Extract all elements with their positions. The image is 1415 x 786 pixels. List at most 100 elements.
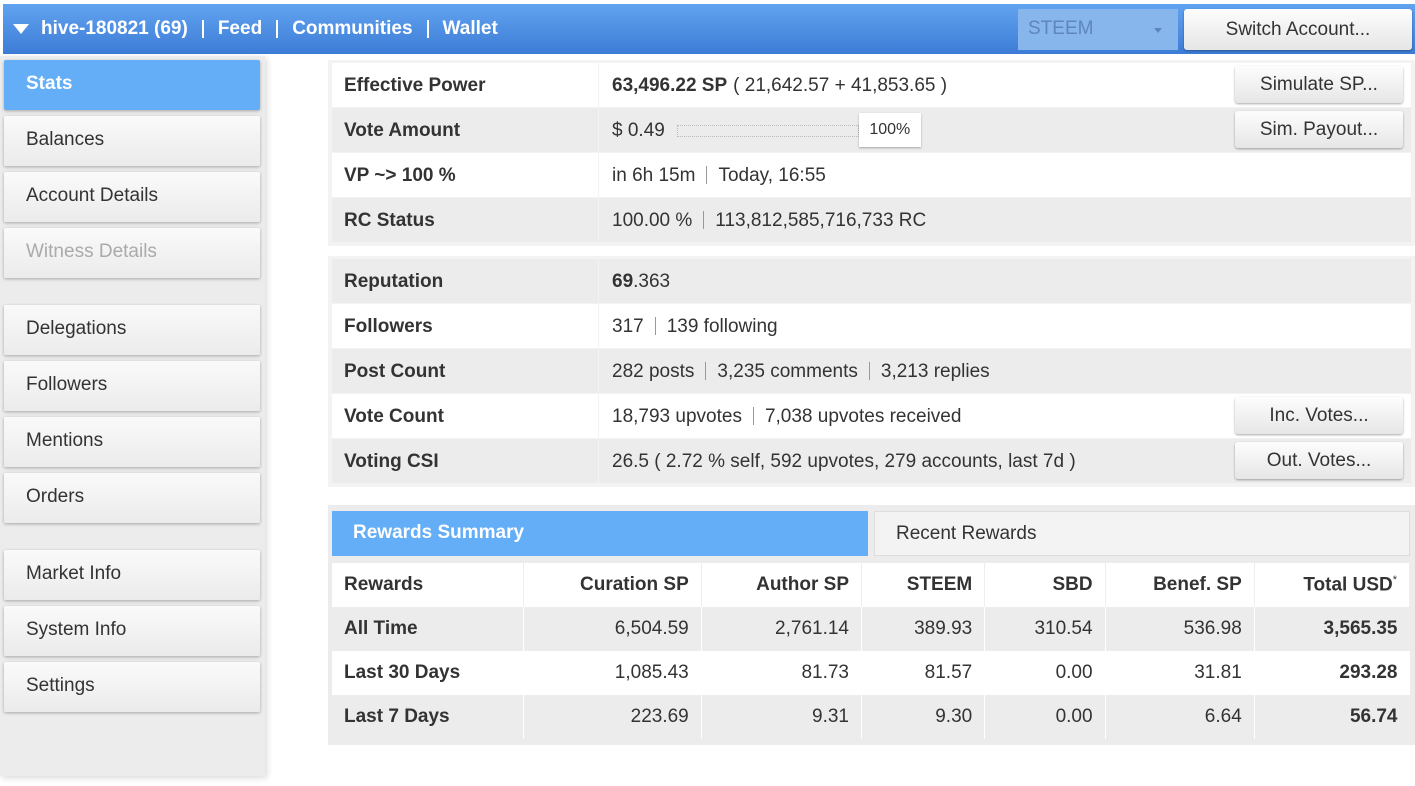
column-header: Curation SP [523,563,702,607]
column-label: Author SP [756,574,849,595]
rewards-table: Rewards Curation SP Author SP STEEM SBD Benef… [332,563,1411,739]
column-label: STEEM [906,574,973,595]
value-part: 282 posts [612,361,695,382]
value-suffix: .363 [633,271,671,292]
column-header: STEEM [861,563,986,607]
period: Last 30 Days [332,651,525,695]
reward-value: 536.98 [1105,607,1255,651]
reward-value: 389.93 [861,607,986,651]
value-strong: 69 [612,271,634,292]
reward-value: 0.00 [984,651,1106,695]
stats-label: VP ~> 100 % [332,153,598,197]
column-label: Total USD [1303,574,1393,596]
currency-select[interactable]: STEEM [1018,9,1178,50]
value-strong: 63,496.22 SP [612,75,728,96]
stats-group: Reputation 69.363 Followers 317 139 followin… [328,256,1415,487]
reward-value: 6,504.59 [523,607,702,651]
stats-row: Effective Power 63,496.22 SP( 21,642.57 +… [332,63,1411,107]
value-part: 100.00 % [612,210,693,231]
stats-row: Voting CSI 26.5 ( 2.72 % self, 592 upvote… [332,439,1411,483]
separator [705,362,707,380]
stats-value: 26.5 ( 2.72 % self, 592 upvotes, 279 acc… [599,439,1411,483]
reward-value: 1,085.43 [523,651,702,695]
stats-row: Vote Count 18,793 upvotes 7,038 upvotes re… [332,394,1411,438]
value-part: 7,038 upvotes received [764,406,962,427]
separator [703,211,705,229]
separator [706,166,708,184]
sidebar-item[interactable]: Balances [4,116,260,166]
nav-link[interactable]: Communities [292,18,413,39]
sidebar-item[interactable]: Stats [4,60,260,110]
action-button[interactable]: Out. Votes... [1235,442,1403,479]
vote-slider[interactable] [676,125,859,137]
separator [201,20,204,38]
menu-toggle[interactable] [13,24,29,34]
period: All Time [332,607,525,651]
stats-value: 18,793 upvotes 7,038 upvotes received Inc.… [599,394,1411,438]
sidebar-item[interactable]: Settings [4,662,260,712]
reward-value: 9.30 [861,695,986,739]
account-name[interactable]: hive-180821 (69) [41,18,188,39]
nav-link[interactable]: Feed [217,18,263,39]
column-label: Benef. SP [1153,574,1242,595]
action-button[interactable]: Sim. Payout... [1235,111,1403,148]
value-detail: ( 21,642.57 + 41,853.65 ) [733,75,948,96]
value-part: Today, 16:55 [718,165,826,186]
reward-value: 81.57 [861,651,986,695]
reward-value: 9.31 [701,695,863,739]
column-label: SBD [1052,574,1093,595]
stats-value: 69.363 [599,259,1411,303]
rewards-row: Last 30 Days 1,085.43 81.73 81.57 0.00 31.81 2… [332,651,1410,695]
column-label: Rewards [344,574,424,595]
sidebar-item: Witness Details [4,228,260,278]
stats-label: Voting CSI [332,439,598,483]
rewards-row: All Time 6,504.59 2,761.14 389.93 310.54 536.… [332,607,1410,651]
rewards-row: Last 7 Days 223.69 9.31 9.30 0.00 6.64 56.74 [332,695,1410,739]
nav-link[interactable]: Wallet [442,18,498,39]
sidebar-item[interactable]: Mentions [4,417,260,467]
value-part: 139 following [666,316,778,337]
reward-value: 56.74 [1254,695,1410,739]
switch-account-button[interactable]: Switch Account... [1184,9,1412,50]
stats-value: in 6h 15m Today, 16:55 [599,153,1411,197]
column-header: SBD [984,563,1106,607]
sidebar-item[interactable]: Delegations [4,305,260,355]
stats-label: RC Status [332,198,598,242]
reward-value: 3,565.35 [1254,607,1410,651]
separator [426,20,429,38]
value-part: 3,213 replies [880,361,990,382]
value-part: 3,235 comments [717,361,858,382]
sidebar-item[interactable]: System Info [4,606,260,656]
vote-amount: $ 0.49 [612,120,665,141]
stats-row: RC Status 100.00 % 113,812,585,716,733 RC [332,198,1411,242]
header-row: Rewards Curation SP Author SP STEEM SBD Benef… [332,563,1411,607]
stats-label: Effective Power [332,63,598,107]
column-label: Curation SP [580,574,689,595]
column-header: Author SP [701,563,863,607]
tab[interactable]: Recent Rewards [874,511,1410,556]
stats-row: Followers 317 139 following [332,304,1411,348]
vote-percent[interactable]: 100% [858,113,921,147]
reward-value: 293.28 [1254,651,1410,695]
column-header: Rewards [332,563,525,607]
stats-value: 100.00 % 113,812,585,716,733 RC [599,198,1411,242]
stats-label: Vote Amount [332,108,598,152]
stats-row: Vote Amount $ 0.49 100% Sim. Payout... [332,108,1411,152]
rewards-panel: Rewards Summary Recent Rewards Rewards Cura… [328,505,1415,745]
footnote-mark: * [1392,573,1397,586]
action-button[interactable]: Inc. Votes... [1235,397,1403,434]
stats-value: 317 139 following [599,304,1411,348]
tab-active[interactable]: Rewards Summary [332,511,868,556]
sidebar-item[interactable]: Market Info [4,550,260,600]
stats-group: Effective Power 63,496.22 SP( 21,642.57 +… [328,60,1415,246]
sidebar-item[interactable]: Account Details [4,172,260,222]
value-part: in 6h 15m [612,165,696,186]
sidebar-item[interactable]: Followers [4,361,260,411]
sidebar-item[interactable]: Orders [4,473,260,523]
reward-value: 81.73 [701,651,863,695]
separator [654,317,656,335]
action-button[interactable]: Simulate SP... [1235,66,1403,103]
column-header: Total USD* [1254,563,1411,607]
reward-value: 31.81 [1105,651,1255,695]
